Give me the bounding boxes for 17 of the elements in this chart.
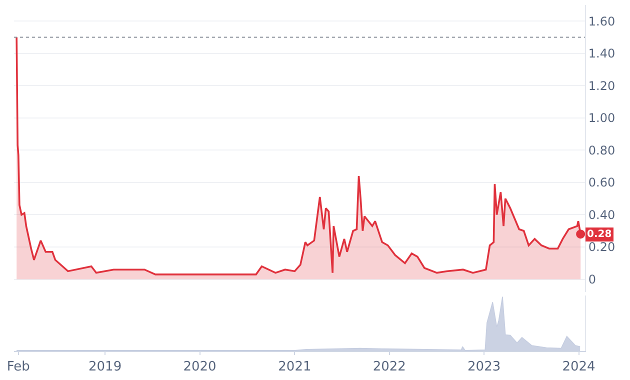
x-tick-label: 2020 bbox=[183, 360, 216, 375]
y-tick-label: 0.80 bbox=[588, 143, 616, 158]
y-tick-label: 0.20 bbox=[588, 240, 616, 254]
x-tick-label: Feb bbox=[6, 360, 30, 375]
y-tick-label: 0 bbox=[588, 272, 596, 286]
y-tick-label: 1.20 bbox=[588, 78, 616, 93]
x-tick-label: 2022 bbox=[372, 360, 406, 375]
x-tick-label: 2021 bbox=[278, 360, 312, 375]
x-tick-label: 2024 bbox=[562, 360, 596, 375]
y-tick-label: 0.60 bbox=[588, 176, 616, 190]
y-tick-label: 1.40 bbox=[588, 46, 616, 61]
x-tick-label: 2023 bbox=[468, 360, 501, 375]
annotation: 0.28 bbox=[587, 229, 612, 240]
y-tick-label: 1.00 bbox=[588, 111, 616, 126]
x-tick-label: 2019 bbox=[88, 360, 122, 375]
y-tick-label: 1.60 bbox=[588, 14, 616, 28]
y-tick-label: 0.40 bbox=[588, 208, 616, 222]
